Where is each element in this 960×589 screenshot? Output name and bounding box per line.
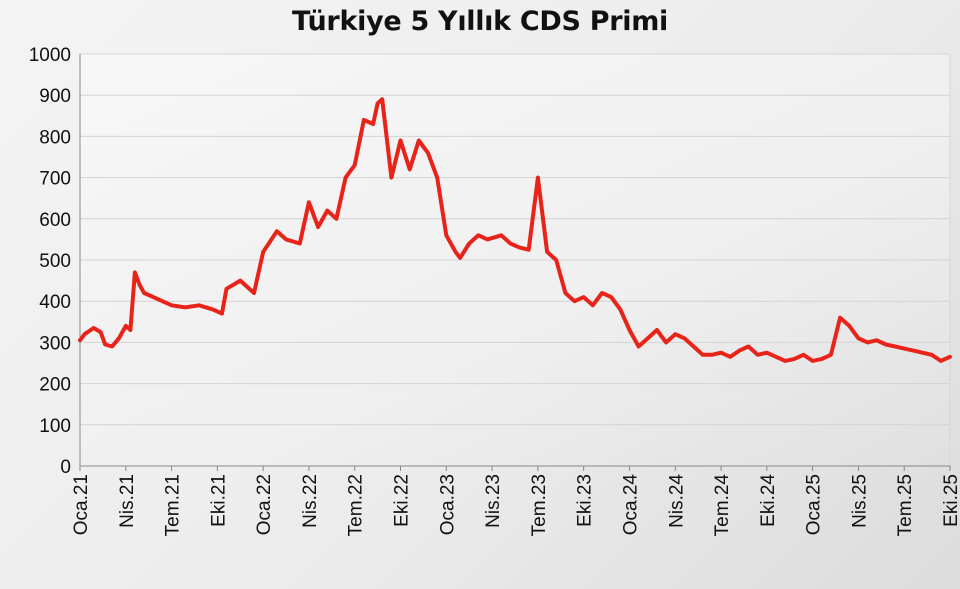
x-tick-label: Tem.23 <box>529 474 550 536</box>
x-tick-label: Oca.23 <box>437 474 458 535</box>
gridlines <box>80 94 950 426</box>
y-tick-label: 600 <box>39 210 71 231</box>
y-tick-label: 100 <box>39 416 71 437</box>
x-tick-label: Eki.23 <box>575 474 596 527</box>
x-tick-label: Nis.25 <box>849 474 870 528</box>
y-tick-label: 800 <box>39 127 71 148</box>
y-tick-label: 200 <box>39 375 71 396</box>
y-tick-label: 400 <box>39 292 71 313</box>
y-tick-label: 900 <box>39 86 71 107</box>
x-tick-label: Nis.22 <box>300 474 321 528</box>
x-tick-label: Eki.24 <box>758 474 779 527</box>
x-tick-label: Tem.22 <box>346 474 367 536</box>
x-tick-label: Oca.24 <box>620 474 641 536</box>
y-tick-label: 700 <box>39 169 71 190</box>
x-tick-label: Eki.21 <box>208 474 229 527</box>
x-tick-label: Tem.21 <box>163 474 184 536</box>
x-tick-label: Eki.22 <box>392 474 413 527</box>
series-line <box>78 97 952 363</box>
x-tick-label: Oca.25 <box>804 474 825 535</box>
x-tick-label: Oca.21 <box>71 474 92 535</box>
x-tick-label: Tem.25 <box>895 474 916 536</box>
x-tick-label: Nis.23 <box>483 474 504 528</box>
y-axis: 0 100 200 300 400 500 600 700 800 900 1000 <box>29 45 81 478</box>
x-tick-label: Eki.25 <box>941 474 960 527</box>
x-axis: Oca.21 Nis.21 Tem.21 Eki.21 Oca.22 Nis.22 Tem.… <box>71 465 960 537</box>
x-tick-label: Tem.24 <box>712 474 733 537</box>
y-tick-label: 0 <box>60 457 71 478</box>
y-tick-label: 300 <box>39 333 71 354</box>
y-tick-label: 500 <box>39 251 71 272</box>
chart-title: Türkiye 5 Yıllık CDS Primi <box>291 6 669 37</box>
y-tick-label: 1000 <box>29 45 71 66</box>
series-group <box>78 97 952 363</box>
x-tick-label: Nis.21 <box>117 474 138 528</box>
x-tick-label: Nis.24 <box>666 474 687 528</box>
x-tick-label: Oca.22 <box>254 474 275 535</box>
